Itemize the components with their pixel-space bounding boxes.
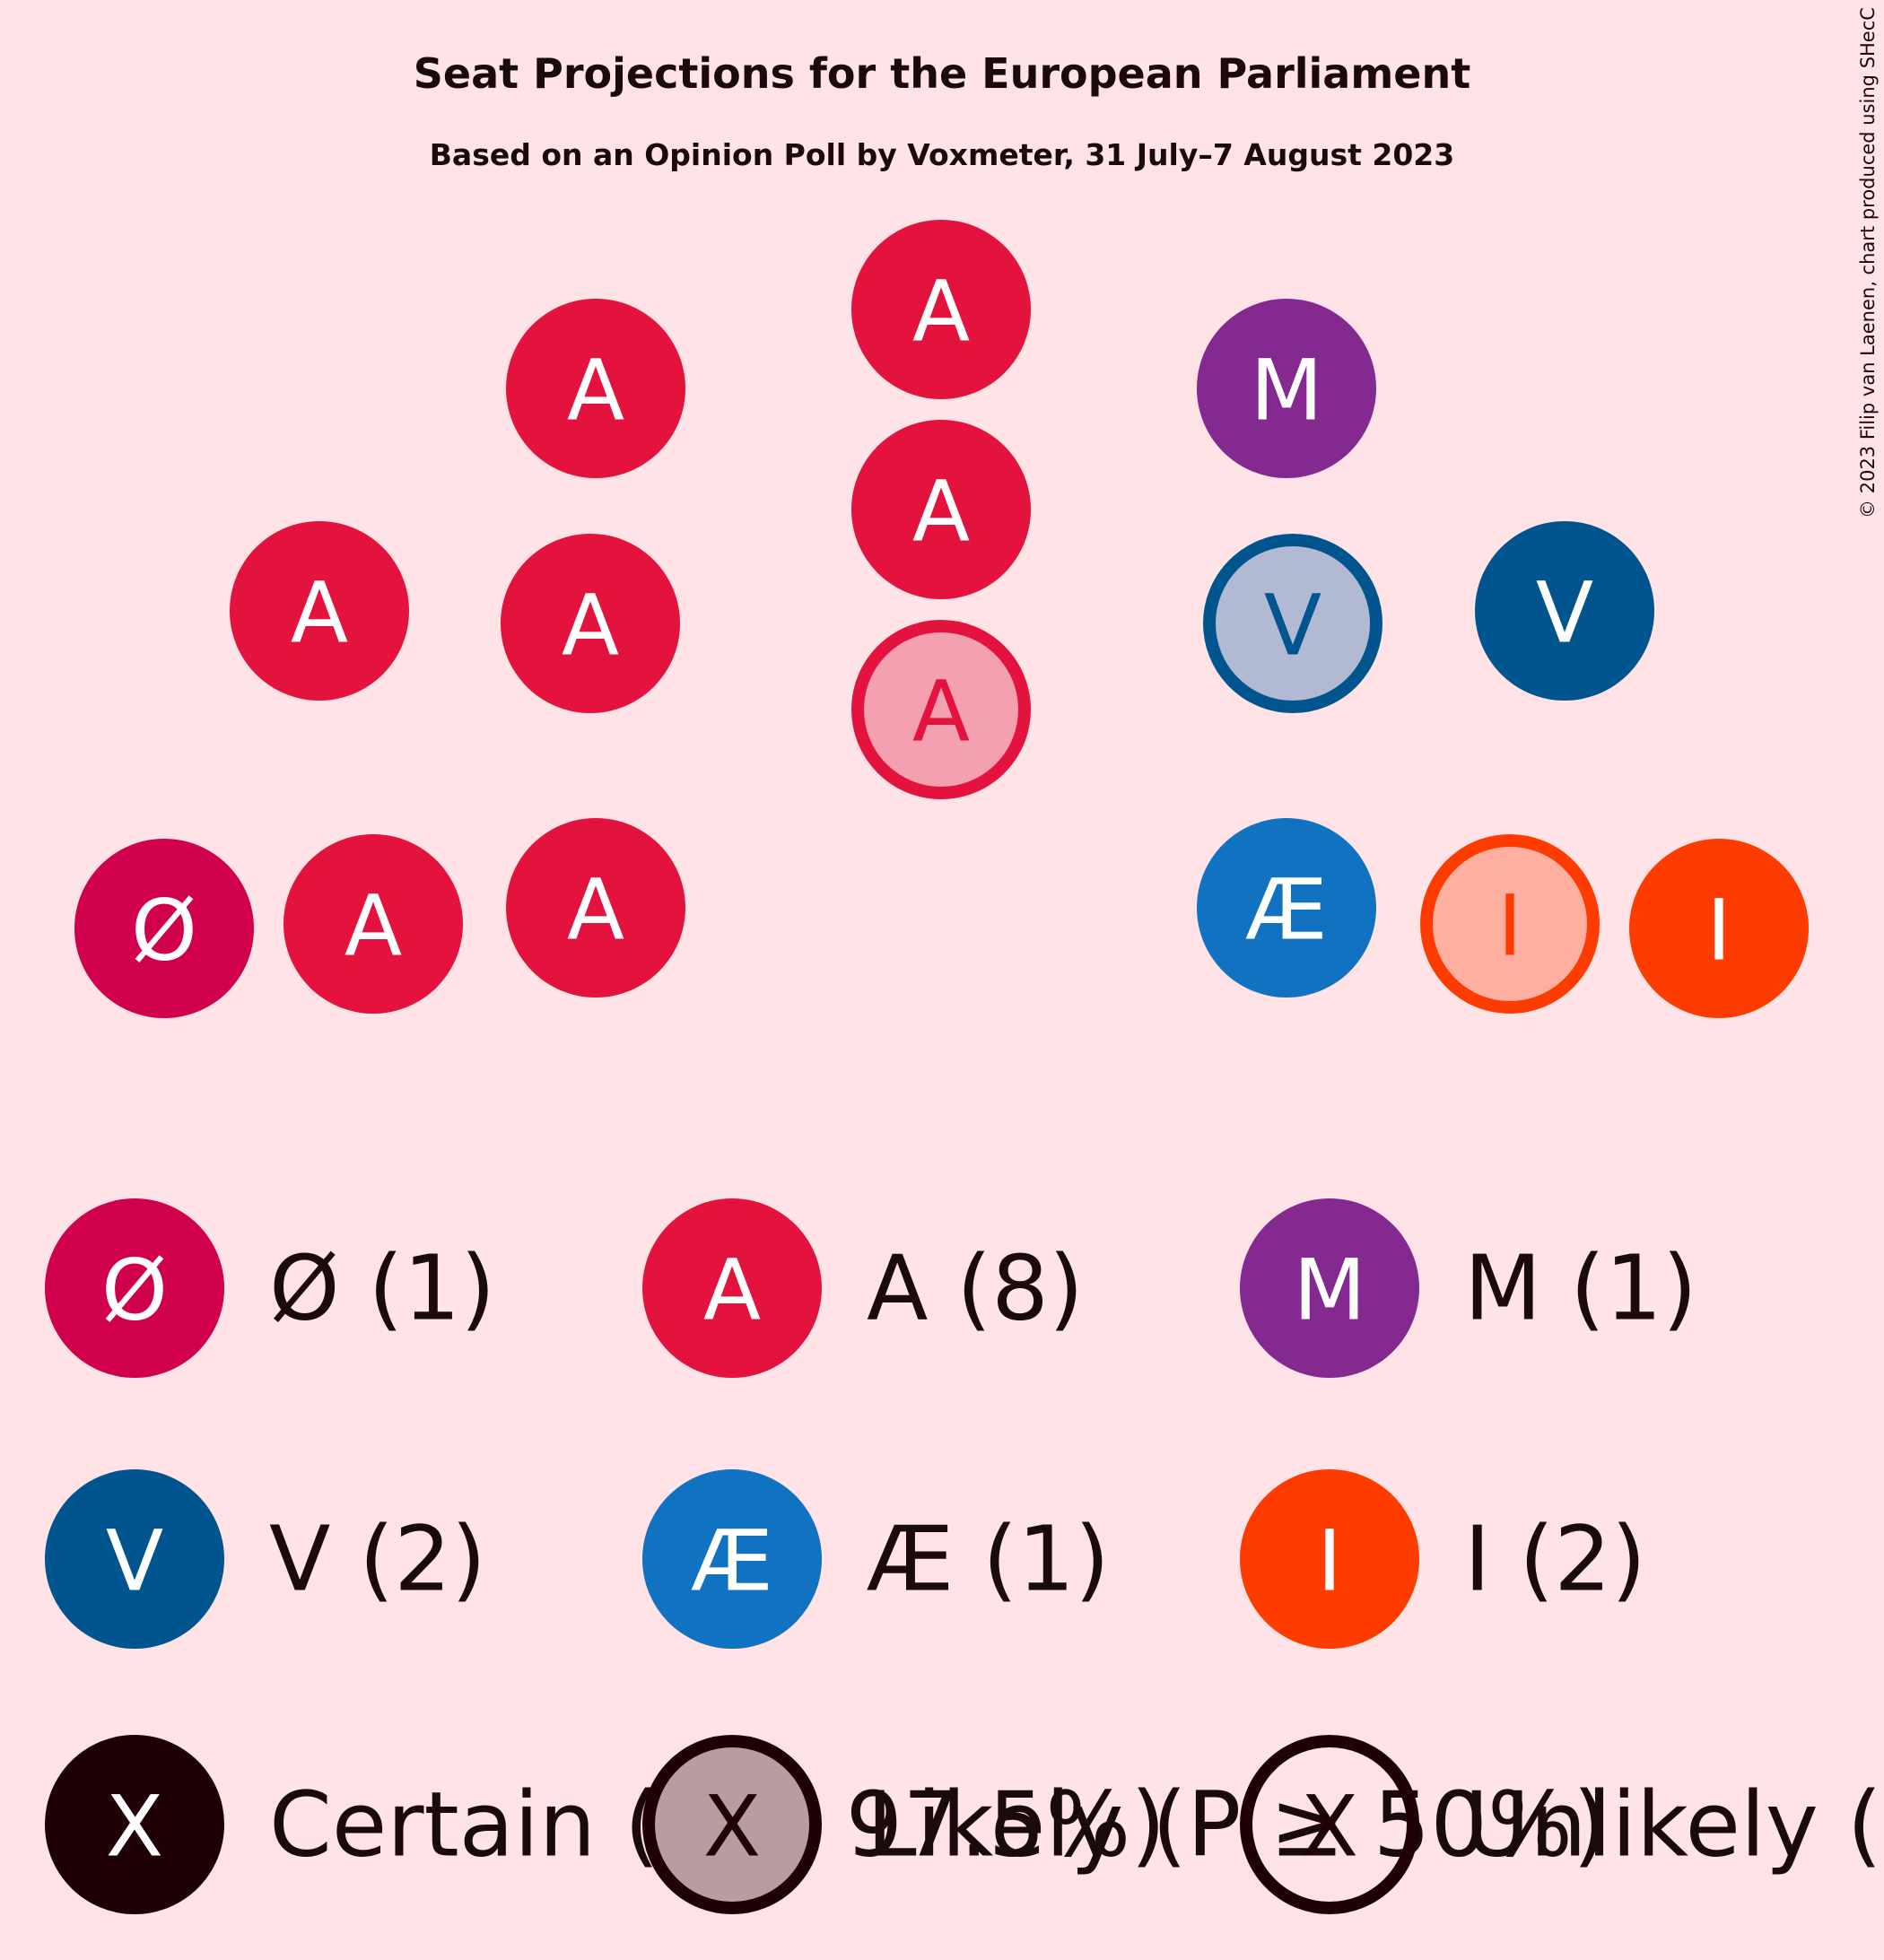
seat-i: I bbox=[1629, 839, 1809, 1018]
seat-a-letter: A bbox=[567, 862, 624, 960]
seat-ae-letter: Æ bbox=[1245, 862, 1328, 960]
seat-o: Ø bbox=[74, 839, 254, 1018]
seat-a: A bbox=[851, 220, 1031, 399]
seat-a: A bbox=[501, 534, 680, 713]
seat-a-circle bbox=[501, 534, 680, 713]
copyright-note: © 2023 Filip van Laenen, chart produced … bbox=[1857, 7, 1879, 518]
legend-certain-swatch: X bbox=[45, 1735, 224, 1914]
legend-a-swatch-circle bbox=[642, 1198, 822, 1378]
seat-a-letter: A bbox=[291, 565, 348, 663]
seat-a-circle bbox=[506, 299, 685, 478]
seat-a-likely-circle bbox=[851, 620, 1031, 799]
seat-a: A bbox=[230, 521, 409, 701]
seat-a-letter: A bbox=[567, 343, 624, 440]
legend-unlikely-swatch: X bbox=[1240, 1735, 1419, 1914]
legend-v-swatch: V bbox=[45, 1469, 224, 1649]
legend-v-swatch-letter: V bbox=[106, 1513, 163, 1611]
seat-v-likely: V bbox=[1203, 534, 1382, 713]
seat-v-likely-circle bbox=[1203, 534, 1382, 713]
chart-title: Seat Projections for the European Parlia… bbox=[414, 49, 1470, 98]
legend-v-label: V (2) bbox=[269, 1507, 486, 1612]
legend-v-swatch-circle bbox=[45, 1469, 224, 1649]
legend-i-label: I (2) bbox=[1464, 1507, 1646, 1612]
legend-unlikely-swatch-circle bbox=[1240, 1735, 1419, 1914]
seat-a-likely: A bbox=[851, 620, 1031, 799]
seat-a-circle bbox=[851, 420, 1031, 599]
legend-likely-swatch-letter: X bbox=[703, 1779, 761, 1877]
seat-a-circle bbox=[230, 521, 409, 701]
seat-a: A bbox=[506, 818, 685, 997]
seat-a-letter: A bbox=[912, 464, 970, 562]
legend-unlikely-label: Unlikely (P < 50%) bbox=[1464, 1773, 1884, 1877]
seat-a: A bbox=[851, 420, 1031, 599]
party-legend: Ø Ø (1) A A (8) M M (1) V V (2) Æ Æ (1) I I (2) bbox=[45, 1198, 1697, 1649]
seat-a-letter: A bbox=[562, 578, 619, 675]
legend-o-swatch: Ø bbox=[45, 1198, 224, 1378]
legend-a-swatch-letter: A bbox=[703, 1242, 761, 1340]
legend-m-label: M (1) bbox=[1464, 1236, 1697, 1341]
legend-m-swatch-letter: M bbox=[1293, 1242, 1365, 1340]
legend-o-swatch-circle bbox=[45, 1198, 224, 1378]
seat-i-likely-letter: I bbox=[1497, 878, 1522, 976]
legend-i-swatch: I bbox=[1240, 1469, 1419, 1649]
seat-v: V bbox=[1475, 521, 1654, 701]
seat-a-letter: A bbox=[912, 264, 970, 362]
seat-a-circle bbox=[283, 834, 463, 1014]
legend-ae-swatch: Æ bbox=[642, 1469, 822, 1649]
seat-a: A bbox=[506, 299, 685, 478]
seat-v-likely-letter: V bbox=[1264, 578, 1321, 675]
legend-ae-swatch-letter: Æ bbox=[691, 1513, 773, 1611]
seat-v-circle bbox=[1475, 521, 1654, 701]
seat-i-letter: I bbox=[1706, 883, 1731, 980]
legend-ae-swatch-circle bbox=[642, 1469, 822, 1649]
seat-i-likely: I bbox=[1420, 834, 1600, 1014]
seat-a-circle bbox=[506, 818, 685, 997]
seat-v-letter: V bbox=[1536, 565, 1593, 663]
legend-a-swatch: A bbox=[642, 1198, 822, 1378]
seat-o-letter: Ø bbox=[131, 883, 197, 980]
seat-ae-circle bbox=[1197, 818, 1376, 997]
seat-o-circle bbox=[74, 839, 254, 1018]
legend-likely-label: Likely (P ≥ 50%) bbox=[867, 1773, 1608, 1877]
seat-a: A bbox=[283, 834, 463, 1014]
seat-i-likely-circle bbox=[1420, 834, 1600, 1014]
legend-m-swatch-circle bbox=[1240, 1198, 1419, 1378]
legend-likely-swatch: X bbox=[642, 1735, 822, 1914]
seat-m: M bbox=[1197, 299, 1376, 478]
legend-o-label: Ø (1) bbox=[269, 1236, 495, 1341]
legend-certain-swatch-circle bbox=[45, 1735, 224, 1914]
legend-i-swatch-circle bbox=[1240, 1469, 1419, 1649]
seat-a-likely-letter: A bbox=[912, 664, 970, 762]
legend-certain-swatch-letter: X bbox=[106, 1779, 163, 1877]
legend-likely-swatch-circle bbox=[642, 1735, 822, 1914]
seat-i-circle bbox=[1629, 839, 1809, 1018]
legend-i-swatch-letter: I bbox=[1317, 1513, 1342, 1611]
seat-a-letter: A bbox=[345, 878, 402, 976]
legend-o-swatch-letter: Ø bbox=[101, 1242, 168, 1340]
seat-a-circle bbox=[851, 220, 1031, 399]
seat-circles: Ø A A A A A A A A M V V Æ I I bbox=[74, 220, 1809, 1018]
seat-m-letter: M bbox=[1250, 343, 1322, 440]
legend-a-label: A (8) bbox=[867, 1236, 1084, 1341]
seat-ae: Æ bbox=[1197, 818, 1376, 997]
legend-ae-label: Æ (1) bbox=[867, 1507, 1110, 1612]
legend-unlikely-swatch-letter: X bbox=[1301, 1779, 1358, 1877]
chart-subtitle: Based on an Opinion Poll by Voxmeter, 31… bbox=[430, 137, 1454, 172]
legend-m-swatch: M bbox=[1240, 1198, 1419, 1378]
seat-m-circle bbox=[1197, 299, 1376, 478]
